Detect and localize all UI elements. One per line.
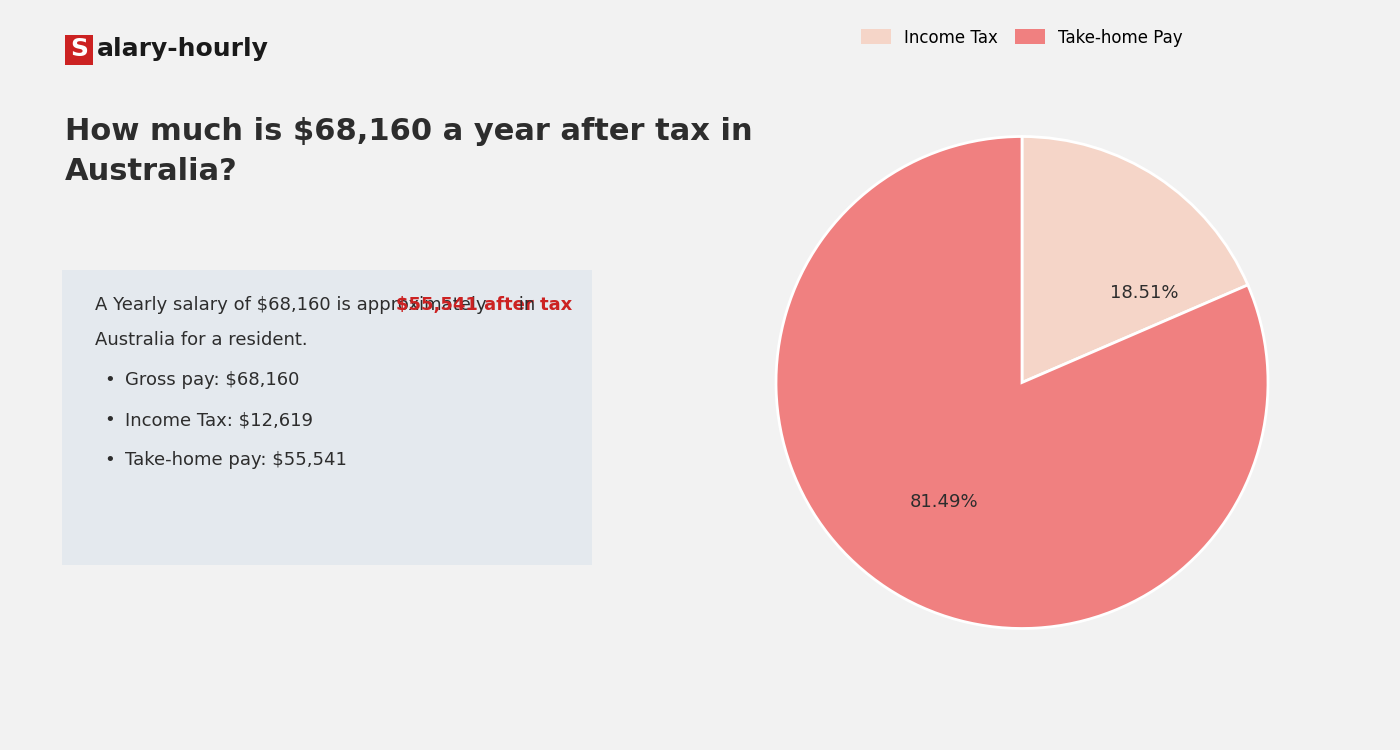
Wedge shape [1022, 136, 1247, 382]
Legend: Income Tax, Take-home Pay: Income Tax, Take-home Pay [854, 22, 1190, 53]
Text: Take-home pay: $55,541: Take-home pay: $55,541 [125, 451, 347, 469]
Text: •: • [105, 411, 115, 429]
Text: •: • [105, 371, 115, 389]
Text: Gross pay: $68,160: Gross pay: $68,160 [125, 371, 300, 389]
Text: Australia for a resident.: Australia for a resident. [95, 331, 308, 349]
Text: 18.51%: 18.51% [1110, 284, 1179, 302]
Text: Income Tax: $12,619: Income Tax: $12,619 [125, 411, 314, 429]
Text: •: • [105, 451, 115, 469]
Text: alary-hourly: alary-hourly [97, 37, 269, 61]
FancyBboxPatch shape [64, 35, 92, 65]
Text: in: in [512, 296, 535, 314]
Text: $55,541 after tax: $55,541 after tax [396, 296, 573, 314]
Text: S: S [70, 37, 88, 61]
Text: A Yearly salary of $68,160 is approximately: A Yearly salary of $68,160 is approximat… [95, 296, 493, 314]
FancyBboxPatch shape [62, 270, 592, 565]
Text: 81.49%: 81.49% [910, 493, 979, 511]
Wedge shape [776, 136, 1268, 628]
Text: How much is $68,160 a year after tax in: How much is $68,160 a year after tax in [64, 118, 753, 146]
Text: Australia?: Australia? [64, 158, 238, 187]
